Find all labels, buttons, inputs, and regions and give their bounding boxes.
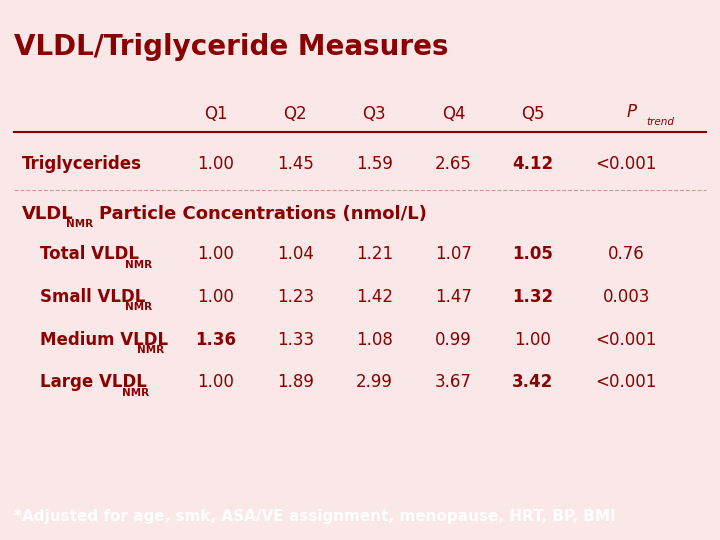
Text: 4.12: 4.12	[512, 155, 554, 173]
Text: 0.76: 0.76	[608, 245, 645, 263]
Text: VLDL/Triglyceride Measures: VLDL/Triglyceride Measures	[14, 33, 449, 61]
Text: 1.08: 1.08	[356, 330, 393, 349]
Text: 1.00: 1.00	[514, 330, 552, 349]
Text: 1.33: 1.33	[276, 330, 314, 349]
Text: Total VLDL: Total VLDL	[40, 245, 138, 263]
Text: <0.001: <0.001	[595, 155, 657, 173]
Text: 1.07: 1.07	[435, 245, 472, 263]
Text: NMR: NMR	[125, 260, 152, 269]
Text: trend: trend	[646, 118, 674, 127]
Text: 3.67: 3.67	[435, 374, 472, 391]
Text: 2.99: 2.99	[356, 374, 393, 391]
Text: 1.36: 1.36	[196, 330, 236, 349]
Text: 1.23: 1.23	[276, 288, 314, 306]
Text: 0.003: 0.003	[603, 288, 650, 306]
Text: 1.59: 1.59	[356, 155, 393, 173]
Text: 1.89: 1.89	[276, 374, 314, 391]
Text: 3.42: 3.42	[512, 374, 554, 391]
Text: 1.21: 1.21	[356, 245, 393, 263]
Text: Q5: Q5	[521, 105, 544, 123]
Text: Large VLDL: Large VLDL	[40, 374, 146, 391]
Text: Q1: Q1	[204, 105, 228, 123]
Text: 1.04: 1.04	[276, 245, 314, 263]
Text: NMR: NMR	[137, 345, 164, 355]
Text: 1.45: 1.45	[276, 155, 314, 173]
Text: Q2: Q2	[284, 105, 307, 123]
Text: 1.05: 1.05	[513, 245, 553, 263]
Text: Triglycerides: Triglycerides	[22, 155, 142, 173]
Text: 1.42: 1.42	[356, 288, 393, 306]
Text: 1.47: 1.47	[435, 288, 472, 306]
Text: 1.00: 1.00	[197, 288, 235, 306]
Text: 1.32: 1.32	[512, 288, 554, 306]
Text: 1.00: 1.00	[197, 155, 235, 173]
Text: Q3: Q3	[363, 105, 386, 123]
Text: VLDL: VLDL	[22, 205, 73, 222]
Text: NMR: NMR	[122, 388, 150, 398]
Text: Q4: Q4	[442, 105, 465, 123]
Text: 1.00: 1.00	[197, 245, 235, 263]
Text: <0.001: <0.001	[595, 330, 657, 349]
Text: 0.99: 0.99	[435, 330, 472, 349]
Text: Particle Concentrations (nmol/L): Particle Concentrations (nmol/L)	[99, 205, 427, 222]
Text: NMR: NMR	[66, 219, 94, 229]
Text: $\it{P}$: $\it{P}$	[626, 103, 639, 120]
Text: NMR: NMR	[125, 302, 152, 312]
Text: 1.00: 1.00	[197, 374, 235, 391]
Text: *Adjusted for age, smk, ASA/VE assignment, menopause, HRT, BP, BMI: *Adjusted for age, smk, ASA/VE assignmen…	[14, 509, 616, 524]
Text: 2.65: 2.65	[435, 155, 472, 173]
Text: <0.001: <0.001	[595, 374, 657, 391]
Text: Medium VLDL: Medium VLDL	[40, 330, 168, 349]
Text: Small VLDL: Small VLDL	[40, 288, 145, 306]
